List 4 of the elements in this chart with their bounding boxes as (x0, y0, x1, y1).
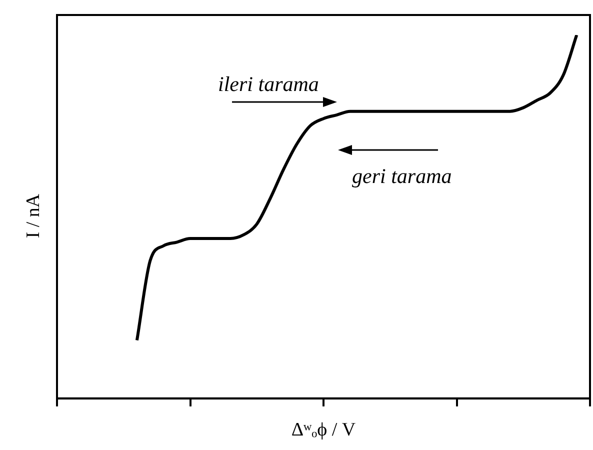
x-axis-title: Δʷₒϕ / V (291, 420, 356, 441)
annotation: ileri tarama (218, 72, 319, 97)
annotation: geri tarama (352, 164, 452, 189)
y-axis-title: I / nA (23, 192, 45, 240)
